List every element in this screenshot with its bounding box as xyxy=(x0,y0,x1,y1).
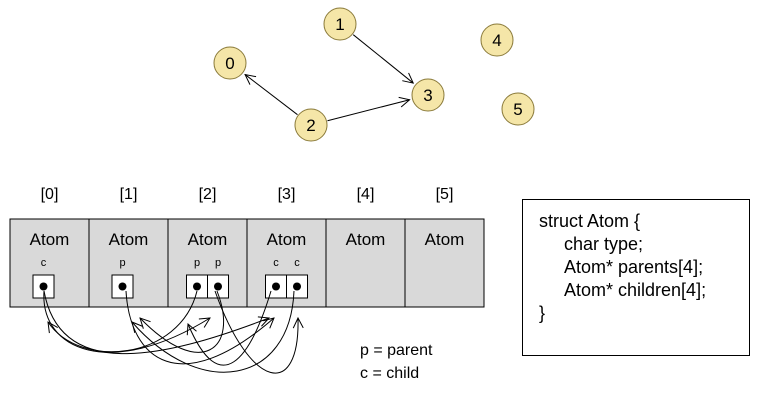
code-line-parents: Atom* parents[4]; xyxy=(564,257,704,277)
pointer-curve-7 xyxy=(43,290,269,355)
atom-array: Atom c Atom p Atom p p Atom c c Atom Atom xyxy=(9,218,485,308)
node-circle xyxy=(294,108,328,142)
atom-cell-4: Atom xyxy=(325,218,406,308)
pointer-curves xyxy=(43,290,298,374)
slot-label: c xyxy=(41,257,47,269)
index-label-2: [2] xyxy=(199,186,217,203)
pointer-dot xyxy=(293,282,301,291)
struct-code-box: struct Atom { char type; Atom* parents[4… xyxy=(522,199,750,356)
node-label: 2 xyxy=(306,116,315,135)
atom-cell-label: Atom xyxy=(188,230,228,249)
pointer-curve-5 xyxy=(132,290,295,373)
code-line-struct-close: } xyxy=(539,303,546,323)
node-label: 3 xyxy=(423,86,432,105)
atom-cell-1: Atom p xyxy=(88,218,169,308)
graph-node-1: 1 xyxy=(323,7,357,41)
node-circle xyxy=(501,92,535,126)
legend-child: c = child xyxy=(360,365,420,382)
pointer-dot xyxy=(214,282,222,291)
index-label-5: [5] xyxy=(436,186,454,203)
pointer-dot xyxy=(118,282,127,291)
atom-cell-label: Atom xyxy=(30,230,70,249)
atom-cell-label: Atom xyxy=(109,230,149,249)
node-label: 4 xyxy=(492,31,501,50)
code-line-type: char type; xyxy=(564,234,644,254)
node-label: 1 xyxy=(335,15,344,34)
index-label-0: [0] xyxy=(41,186,59,203)
pointer-curve-0 xyxy=(43,290,210,353)
atom-cell-5: Atom xyxy=(404,218,485,308)
node-label: 5 xyxy=(513,100,522,119)
pointer-slot: p xyxy=(186,257,208,299)
atom-cell-label: Atom xyxy=(425,230,465,249)
atom-cell-box xyxy=(404,218,485,308)
node-circle xyxy=(213,46,247,80)
graph-node-3: 3 xyxy=(411,78,445,112)
node-label: 0 xyxy=(225,54,234,73)
edge-1-to-3 xyxy=(352,34,413,83)
graph-node-0: 0 xyxy=(213,46,247,80)
atom-cell-label: Atom xyxy=(267,230,307,249)
graph-node-4: 4 xyxy=(480,23,514,57)
pointer-dot xyxy=(39,282,48,291)
slot-label: p xyxy=(194,257,200,269)
graph-nodes: 0 1 2 3 4 5 xyxy=(213,7,535,142)
pointer-curve-2 xyxy=(48,290,198,353)
array-indices: [0] [1] [2] [3] [4] [5] xyxy=(41,186,454,203)
code-line-children: Atom* children[4]; xyxy=(564,280,707,300)
pointer-curve-6 xyxy=(214,290,298,374)
pointer-curve-1 xyxy=(125,290,274,365)
atom-cell-2: Atom p p xyxy=(167,218,248,308)
index-label-3: [3] xyxy=(278,186,296,203)
atom-cell-box xyxy=(325,218,406,308)
legend: p = parent c = child xyxy=(360,339,433,385)
node-circle xyxy=(323,7,357,41)
edge-2-to-3 xyxy=(327,100,409,122)
index-label-1: [1] xyxy=(120,186,138,203)
pointer-slot: p xyxy=(207,257,229,299)
graph-edges xyxy=(245,34,413,122)
slot-label: c xyxy=(294,257,300,269)
edge-2-to-0 xyxy=(245,75,298,116)
pointer-slot: c xyxy=(286,257,308,299)
atom-cell-label: Atom xyxy=(346,230,386,249)
slot-label: p xyxy=(119,257,125,269)
graph-node-5: 5 xyxy=(501,92,535,126)
pointer-curve-4 xyxy=(188,290,272,366)
slot-label: p xyxy=(215,257,221,269)
index-label-4: [4] xyxy=(357,186,375,203)
node-circle xyxy=(411,78,445,112)
legend-parent: p = parent xyxy=(360,342,433,359)
atom-cell-0: Atom c xyxy=(9,218,90,308)
node-circle xyxy=(480,23,514,57)
pointer-dot xyxy=(193,282,201,291)
pointer-dot xyxy=(272,282,280,291)
code-line-struct-open: struct Atom { xyxy=(539,211,641,231)
pointer-slot: p xyxy=(111,257,134,299)
slot-label: c xyxy=(273,257,279,269)
atom-cell-3: Atom c c xyxy=(246,218,327,308)
graph-node-2: 2 xyxy=(294,108,328,142)
